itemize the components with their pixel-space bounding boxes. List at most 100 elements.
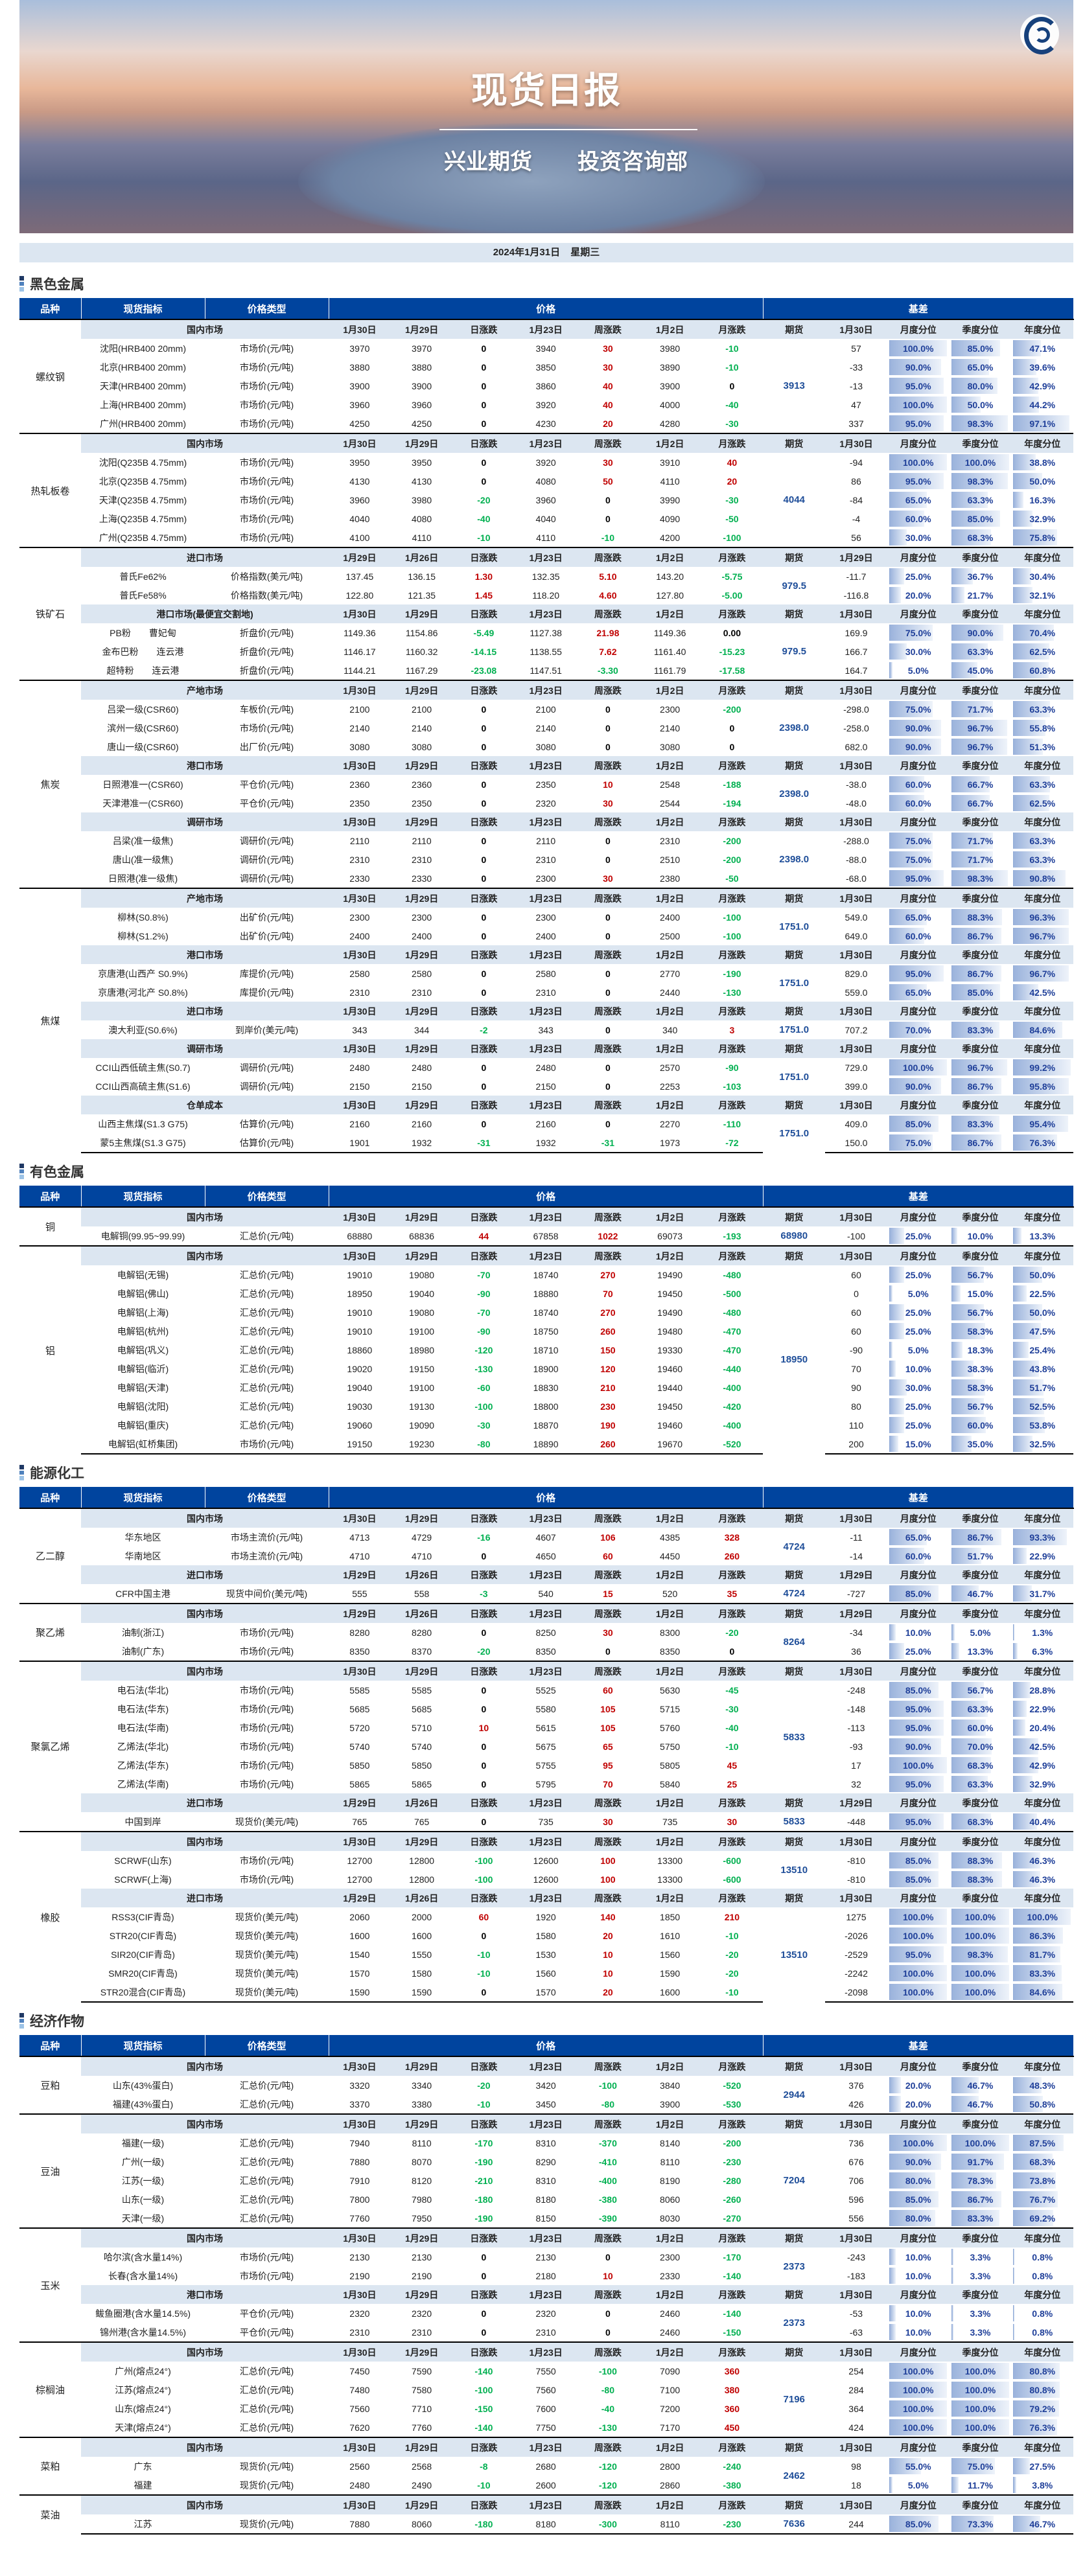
month-change: -520: [701, 1434, 764, 1455]
col-month-percentile: 月度分位: [887, 1661, 950, 1681]
price-month-ago: 5630: [660, 1685, 681, 1696]
price-current: 5740: [349, 1741, 370, 1752]
col-quarter-percentile: 季度分位: [949, 1002, 1012, 1020]
quarter-percentile-value: 65.0%: [967, 362, 994, 373]
quarter-percentile-value: 46.7%: [967, 2099, 994, 2110]
futures-price: 13510: [780, 1949, 808, 1961]
basis-value: 559.0: [845, 987, 868, 998]
indicator-name: SCRWF(山东): [114, 1855, 172, 1866]
col-year-percentile: 年度分位: [1011, 1039, 1074, 1058]
day-change: -170: [474, 2137, 493, 2148]
month-percentile-bar: [889, 795, 924, 811]
quarter-percentile-bar: [951, 1285, 961, 1302]
price-week-ago: 3960: [535, 494, 556, 505]
week-change: 0: [605, 722, 611, 733]
market-label: 国内市场: [81, 1603, 329, 1623]
month-percentile-bar: [889, 1701, 944, 1717]
price-current: 3950: [349, 457, 370, 468]
day-change: 0: [481, 457, 487, 468]
month-percentile: 95.0%: [887, 1699, 950, 1718]
basis-value: -113: [847, 1722, 865, 1733]
col-week-date: 1月23日: [515, 1889, 577, 1907]
table-row: CCI山西高硫主焦(S1.6) 调研价(元/吨) 2150 2150 0 2150 0 225…: [19, 1077, 1073, 1096]
col-month-date: 1月2日: [638, 812, 701, 831]
year-percentile-value: 93.3%: [1029, 1532, 1056, 1543]
futures-price: 7204: [783, 2175, 805, 2186]
col-basis-date: 1月30日: [825, 945, 887, 964]
spot-indicator: 日照港(准一级焦): [81, 869, 205, 888]
basis-value: 47: [851, 399, 861, 410]
price-previous: 3080: [412, 741, 432, 752]
col-quarter-percentile: 季度分位: [949, 2437, 1012, 2457]
col-futures: 期货: [763, 1603, 826, 1623]
basis-value: 56: [851, 532, 861, 543]
quarter-percentile-bar: [951, 1304, 985, 1320]
col-week-change: 周涨跌: [577, 547, 639, 567]
price-week-ago: 2580: [535, 968, 556, 979]
col-day-change: 日涨跌: [452, 1039, 515, 1058]
indicator-name: 北京(HRB400 20mm): [99, 362, 187, 373]
month-percentile-bar: [889, 2096, 902, 2112]
price-type: 汇总价(元/吨): [239, 1344, 294, 1355]
year-percentile-value: 84.6%: [1029, 1986, 1056, 1997]
quarter-percentile-value: 21.7%: [967, 590, 994, 601]
quarter-percentile-bar: [951, 625, 1003, 641]
market-label: 调研市场: [81, 1039, 329, 1058]
quarter-percentile-bar: [951, 1078, 1001, 1094]
price-type: 市场价(元/吨): [239, 2270, 294, 2281]
quarter-percentile: 88.3%: [950, 1870, 1012, 1889]
price-week-ago: 67858: [533, 1230, 559, 1241]
quarter-percentile-value: 85.0%: [967, 987, 994, 998]
day-change: 0: [481, 2327, 487, 2338]
price-previous: 8070: [412, 2156, 432, 2167]
day-change: -16: [477, 1532, 491, 1543]
indicator-name: 华南地区: [124, 1550, 161, 1561]
price-month-ago: 7200: [660, 2403, 681, 2414]
col-week-date: 1月23日: [515, 1793, 577, 1812]
spot-indicator: 上海(Q235B 4.75mm): [81, 509, 205, 528]
basis-value: 110: [848, 1420, 864, 1431]
quarter-percentile: 36.7%: [950, 567, 1012, 586]
month-percentile-value: 10.0%: [905, 1627, 931, 1638]
col-day-change: 日涨跌: [452, 680, 515, 700]
futures-price: 979.5: [782, 646, 806, 657]
month-percentile: 90.0%: [887, 2152, 950, 2171]
col-futures: 期货: [763, 1039, 826, 1058]
price-previous: 1550: [412, 1949, 432, 1960]
price-type: 市场价(元/吨): [205, 1434, 329, 1455]
month-percentile-value: 10.0%: [905, 2270, 931, 2281]
quarter-percentile-bar: [951, 2363, 1009, 2379]
market-label: 国内市场: [81, 2494, 329, 2514]
day-change: -8: [480, 2461, 488, 2472]
week-change: 10: [603, 1949, 613, 1960]
week-change: 0: [605, 1024, 611, 1035]
col-month-percentile: 月度分位: [887, 1831, 950, 1851]
price-month-ago: 8110: [660, 2156, 680, 2167]
basis-value: 284: [848, 2384, 864, 2395]
indicator-name: 电解铝(沈阳): [117, 1401, 169, 1412]
quarter-percentile-bar: [951, 2249, 954, 2265]
month-percentile-value: 5.0%: [907, 665, 929, 676]
month-change: -10: [725, 1930, 739, 1941]
month-percentile: 30.0%: [887, 528, 950, 547]
day-change: -20: [477, 1646, 491, 1657]
table-row: 电解铝(巩义) 汇总价(元/吨) 18860 18980 -120 18710 150 193…: [19, 1340, 1073, 1359]
col-date-current: 1月29日: [329, 547, 391, 567]
price-week-ago: 3860: [535, 380, 556, 391]
quarter-percentile: 71.7%: [950, 700, 1012, 719]
col-week-change: 周涨跌: [577, 2285, 639, 2304]
month-percentile: 75.0%: [887, 850, 950, 869]
month-percentile-bar: [889, 1398, 904, 1414]
quarter-percentile-bar: [951, 701, 993, 717]
col-futures: 期货: [763, 1889, 826, 1907]
price-current: 7910: [349, 2175, 370, 2186]
col-month-percentile: 月度分位: [887, 433, 950, 453]
header-type: 价格类型: [205, 1186, 329, 1207]
price-current: 1540: [349, 1949, 370, 1960]
price-previous: 4250: [412, 418, 432, 429]
price-previous: 7710: [412, 2403, 432, 2414]
month-percentile: 100.0%: [887, 453, 950, 472]
col-month-date: 1月2日: [638, 547, 701, 567]
col-week-change: 周涨跌: [577, 1206, 639, 1226]
table-header-row: 品种 现货指标 价格类型 价格 基差: [19, 1487, 1074, 1508]
